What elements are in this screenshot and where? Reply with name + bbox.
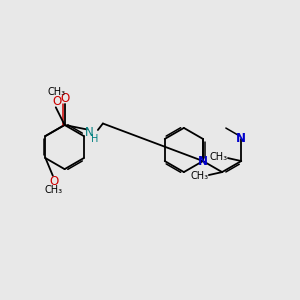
Text: N: N	[84, 126, 93, 140]
Text: H: H	[91, 134, 98, 144]
Text: O: O	[52, 95, 61, 108]
Text: CH₃: CH₃	[190, 172, 208, 182]
Text: CH₃: CH₃	[45, 185, 63, 196]
Text: O: O	[60, 92, 69, 105]
Text: N: N	[236, 133, 246, 146]
Text: O: O	[49, 175, 58, 188]
Text: N: N	[198, 154, 208, 167]
Text: CH₃: CH₃	[48, 87, 66, 97]
Text: CH₃: CH₃	[209, 152, 228, 162]
